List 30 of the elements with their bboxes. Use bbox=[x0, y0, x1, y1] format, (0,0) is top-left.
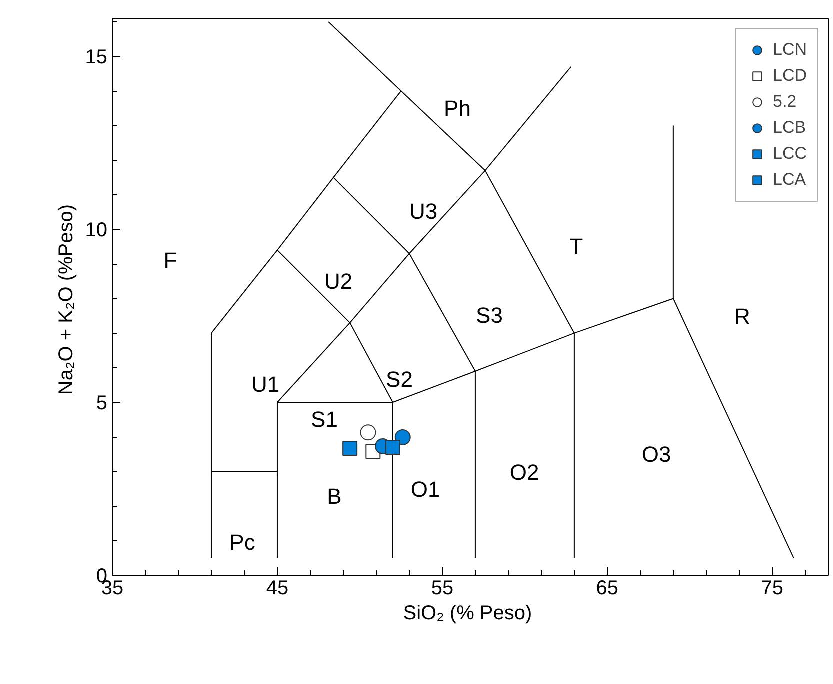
annotation: R bbox=[734, 304, 750, 329]
legend-label: 5.2 bbox=[772, 92, 797, 112]
annotation: Ph bbox=[444, 96, 471, 121]
x-tick-label: 45 bbox=[266, 578, 289, 600]
y-tick-label: 15 bbox=[85, 46, 108, 69]
y-tick-label: 10 bbox=[85, 220, 108, 242]
annotation: U1 bbox=[251, 372, 280, 397]
annotation: U3 bbox=[409, 199, 438, 224]
annotation: S3 bbox=[476, 303, 503, 328]
annotation: S1 bbox=[311, 407, 338, 432]
annotation: O2 bbox=[510, 460, 540, 485]
y-axis-title: Na₂O + K₂O (%Peso) bbox=[55, 204, 78, 396]
legend-label: LCD bbox=[772, 66, 807, 86]
legend-label: LCN bbox=[772, 40, 807, 60]
annotation: O1 bbox=[410, 477, 440, 502]
annotation: Pc bbox=[230, 530, 256, 555]
legend-label: LCB bbox=[772, 118, 806, 138]
legend-label: LCA bbox=[772, 170, 806, 190]
x-tick-label: 65 bbox=[596, 578, 619, 600]
annotation: B bbox=[327, 484, 342, 509]
y-tick-label: 5 bbox=[96, 392, 108, 415]
x-tick-label: 75 bbox=[761, 578, 784, 600]
annotation: O3 bbox=[642, 442, 672, 467]
annotation: S2 bbox=[386, 367, 413, 392]
annotation: F bbox=[164, 248, 178, 273]
x-tick-label: 55 bbox=[431, 578, 454, 600]
legend-label: LCC bbox=[772, 144, 807, 164]
annotation: U2 bbox=[324, 269, 353, 294]
x-axis-title: SiO₂ (% Peso) bbox=[403, 602, 532, 624]
annotation: T bbox=[570, 234, 584, 259]
